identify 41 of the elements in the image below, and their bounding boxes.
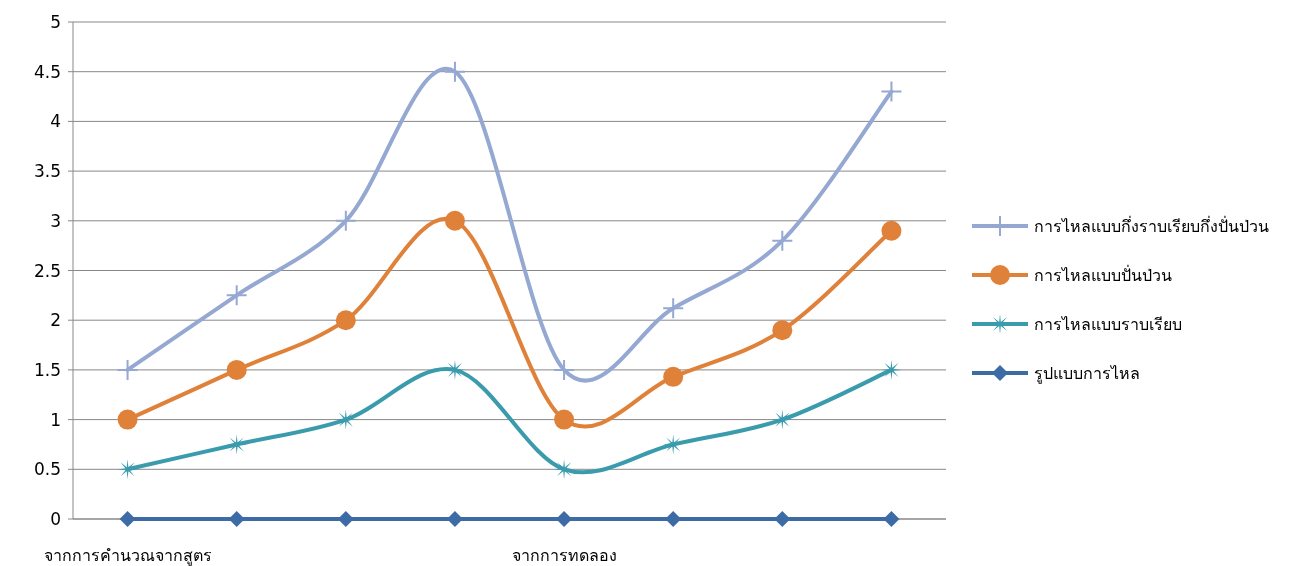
point — [334, 209, 357, 232]
point — [117, 409, 138, 430]
x-tick-label: จากการทดลอง — [511, 546, 617, 565]
point — [553, 358, 576, 381]
y-tick-label: 1 — [50, 409, 61, 430]
point — [883, 511, 900, 527]
legend-label: การไหลแบบกึ่งราบเรียบกึ่งปั่นป่วน — [1034, 215, 1269, 236]
legend-label: รูปแบบการไหล — [1034, 364, 1140, 384]
point — [116, 358, 139, 381]
point — [554, 409, 575, 430]
point — [335, 310, 356, 331]
y-tick-label: 2 — [50, 310, 61, 331]
y-tick-label: 5 — [50, 12, 61, 32]
y-tick-label: 3 — [50, 210, 61, 231]
point — [335, 409, 356, 430]
y-tick-label: 1.5 — [33, 359, 61, 380]
point — [119, 511, 136, 527]
y-tick-label: 3.5 — [33, 161, 61, 182]
point — [225, 284, 248, 307]
point — [117, 459, 138, 480]
legend-label: การไหลแบบราบเรียบ — [1034, 315, 1182, 334]
y-tick-label: 0 — [50, 509, 61, 529]
point — [880, 80, 903, 103]
point — [774, 511, 791, 527]
point — [663, 366, 684, 387]
point — [228, 511, 245, 527]
y-tick-label: 2.5 — [33, 260, 61, 281]
point — [772, 409, 793, 430]
y-tick-label: 4.5 — [33, 61, 61, 82]
point — [881, 220, 902, 241]
y-tick-label: 0.5 — [33, 459, 61, 480]
point — [772, 320, 793, 341]
point — [226, 434, 247, 455]
point — [226, 359, 247, 380]
legend-label: การไหลแบบปั่นป่วน — [1034, 264, 1172, 285]
y-tick-label: 4 — [50, 111, 61, 132]
point — [662, 297, 685, 320]
point — [443, 60, 466, 83]
point — [771, 229, 794, 252]
x-tick-label: จากการคำนวณจากสูตร — [43, 546, 212, 566]
point — [444, 210, 465, 231]
